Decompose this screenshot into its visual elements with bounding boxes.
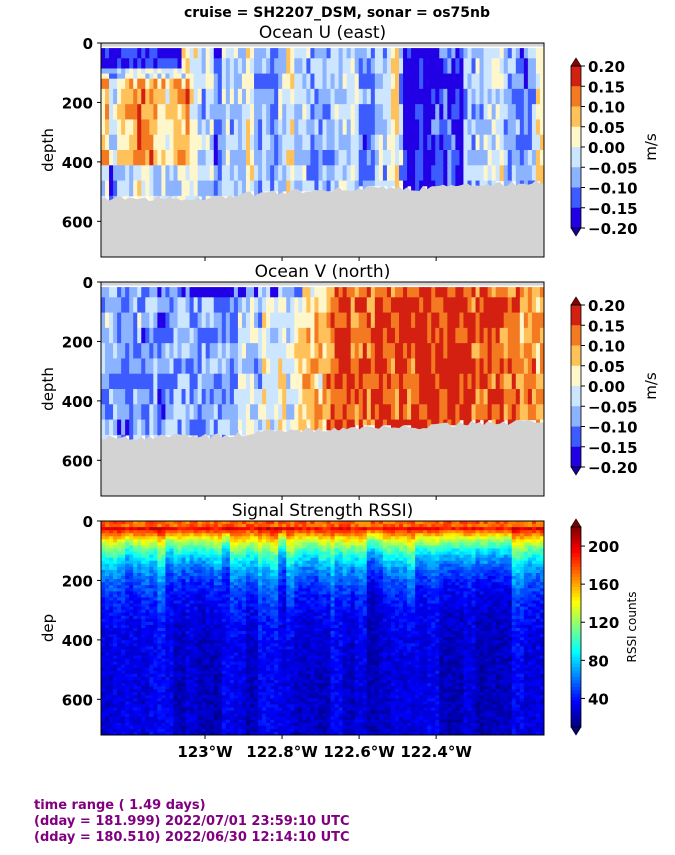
colorbar-tick-label: 0.20 (588, 58, 625, 76)
colorbar-tick-label: −0.10 (588, 419, 638, 437)
colorbar-tick-label: −0.05 (588, 159, 638, 177)
colorbar: 0.20 0.15 0.10 0.05 0.00 −0.05 −0.10 −0.15 −0.20… (571, 297, 660, 477)
colorbar-tick-label: 0.10 (588, 99, 625, 117)
y-tick-label: 200 (62, 94, 93, 112)
colorbar-tick-label: 0.05 (588, 119, 625, 137)
panel-title: Ocean V (north) (255, 262, 391, 282)
colorbar-tick-label: 120 (588, 614, 619, 632)
footer-start-time: (dday = 180.510) 2022/06/30 12:14:10 UTC (34, 830, 350, 846)
colorbar-tick-label: 200 (588, 538, 619, 556)
colorbar-tick-label: 0.10 (588, 338, 625, 356)
colorbar-tick-label: 160 (588, 576, 619, 594)
panel-title: Signal Strength RSSI) (232, 501, 414, 521)
colorbar-tick-label: −0.15 (588, 439, 638, 457)
y-axis-label: depth (39, 128, 57, 172)
x-tick-label: 123°W (177, 743, 233, 761)
panel-1: Ocean U (east) 0 200 400 600 depth 0.20 0.15 0.1… (39, 23, 660, 261)
y-tick-label: 400 (62, 393, 93, 411)
footer-time-range: time range ( 1.49 days) (34, 798, 350, 814)
colorbar-tick-label: 0.05 (588, 358, 625, 376)
y-tick-label: 0 (83, 513, 93, 531)
panel-3: Signal Strength RSSI) 0 200 400 600 dep 123°W 1… (39, 501, 639, 761)
colorbar-tick-label: 40 (588, 690, 609, 708)
heatmap-cells (101, 521, 545, 736)
colorbar-tick-label: 0.20 (588, 297, 625, 315)
y-tick-label: 200 (62, 333, 93, 351)
panel-2: Ocean V (north)0200400600depth0.200.150.… (39, 262, 660, 500)
colorbar-tick-label: 0.15 (588, 317, 625, 335)
y-tick-label: 600 (62, 213, 93, 231)
colorbar-tick-label: −0.10 (588, 180, 638, 198)
surface-mask (101, 43, 544, 47)
heatmap-cells (101, 282, 545, 496)
surface-mask (101, 282, 544, 286)
colorbar-label: m/s (642, 133, 660, 161)
y-tick-label: 0 (83, 274, 93, 292)
time-range-footer: time range ( 1.49 days) (dday = 181.999)… (34, 798, 350, 846)
y-tick-label: 600 (62, 691, 93, 709)
figure: cruise = SH2207_DSM, sonar = os75nb Ocea… (0, 0, 675, 855)
y-axis-label: dep (39, 614, 57, 642)
colorbar-label: m/s (642, 372, 660, 400)
y-tick-label: 200 (62, 572, 93, 590)
x-tick-label: 122.4°W (400, 743, 472, 761)
colorbar-tick-label: −0.20 (588, 459, 638, 477)
x-tick-label: 122.8°W (246, 743, 318, 761)
y-tick-label: 400 (62, 632, 93, 650)
colorbar-tick-label: 0.00 (588, 378, 625, 396)
y-axis-label: depth (39, 367, 57, 411)
panel-title: Ocean U (east) (259, 23, 386, 43)
colorbar-tick-label: −0.05 (588, 398, 638, 416)
colorbar-label: RSSI counts (625, 591, 639, 662)
y-tick-label: 0 (83, 35, 93, 53)
heatmap-cells (101, 43, 545, 257)
y-tick-label: 600 (62, 452, 93, 470)
colorbar-tick-label: −0.20 (588, 220, 638, 238)
colorbar-tick-label: 80 (588, 652, 609, 670)
colorbar-tick-label: 0.00 (588, 139, 625, 157)
footer-end-time: (dday = 181.999) 2022/07/01 23:59:10 UTC (34, 814, 350, 830)
colorbar: 0.20 0.15 0.10 0.05 0.00 −0.05 −0.10 −0.15 −0.20… (571, 58, 660, 238)
colorbar: 200 160 120 80 40 RSSI counts (571, 519, 639, 735)
x-tick-label: 122.6°W (323, 743, 395, 761)
colorbar-tick-label: 0.15 (588, 78, 625, 96)
y-tick-label: 400 (62, 154, 93, 172)
colorbar-tick-label: −0.15 (588, 200, 638, 218)
suptitle: cruise = SH2207_DSM, sonar = os75nb (184, 5, 490, 21)
